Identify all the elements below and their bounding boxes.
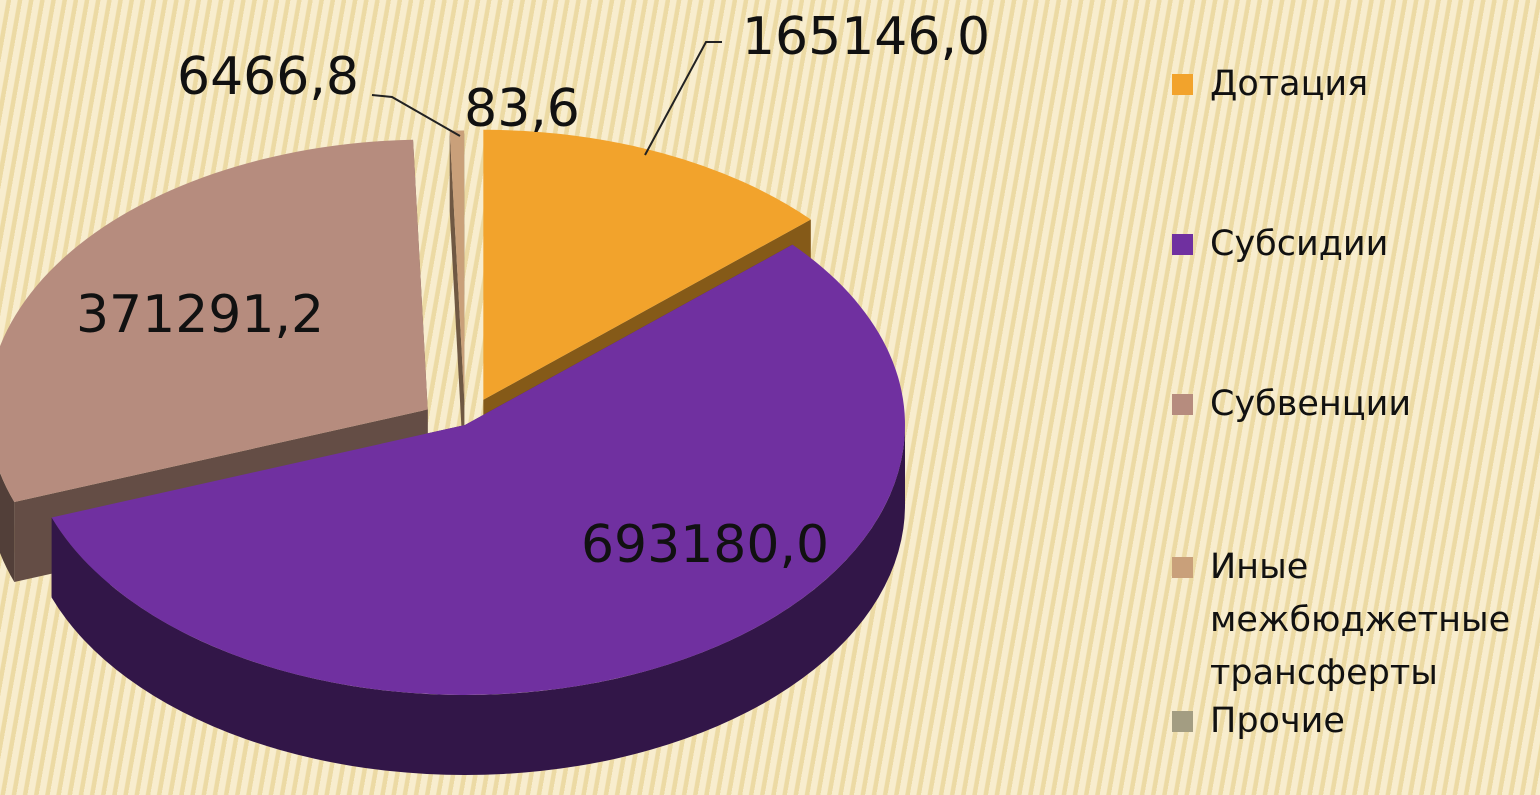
- data-label: 165146,0: [742, 7, 990, 67]
- data-label: 371291,2: [76, 285, 324, 345]
- slice-tops: [0, 129, 906, 696]
- legend-label: Дотация: [1210, 64, 1369, 104]
- data-label: 83,6: [464, 79, 580, 139]
- slice-walls: [0, 425, 906, 775]
- legend-label: Субсидии: [1210, 224, 1389, 264]
- slice-side: [449, 130, 465, 481]
- slice-wall: [51, 425, 906, 775]
- leader-line: [371, 94, 461, 137]
- leader-line: [644, 41, 722, 156]
- slice-wall: [0, 472, 15, 583]
- data-label: 693180,0: [581, 515, 829, 575]
- data-label: 6466,8: [177, 47, 359, 107]
- legend-label: Иные межбюджетные трансферты: [1210, 547, 1511, 693]
- legend-swatch: [1172, 711, 1193, 732]
- legend-swatch: [1172, 234, 1193, 255]
- legend-swatch: [1172, 394, 1193, 415]
- slice: [483, 129, 811, 400]
- slice: [0, 139, 428, 503]
- legend-label: Субвенции: [1210, 384, 1412, 424]
- slice: [51, 244, 906, 696]
- legend-swatch: [1172, 74, 1193, 95]
- legend-label: Прочие: [1210, 701, 1345, 741]
- slice: [449, 130, 465, 401]
- legend-swatch: [1172, 557, 1193, 578]
- legend: Дотация Субсидии Субвенции Иные межбюджетны…: [1172, 0, 1540, 795]
